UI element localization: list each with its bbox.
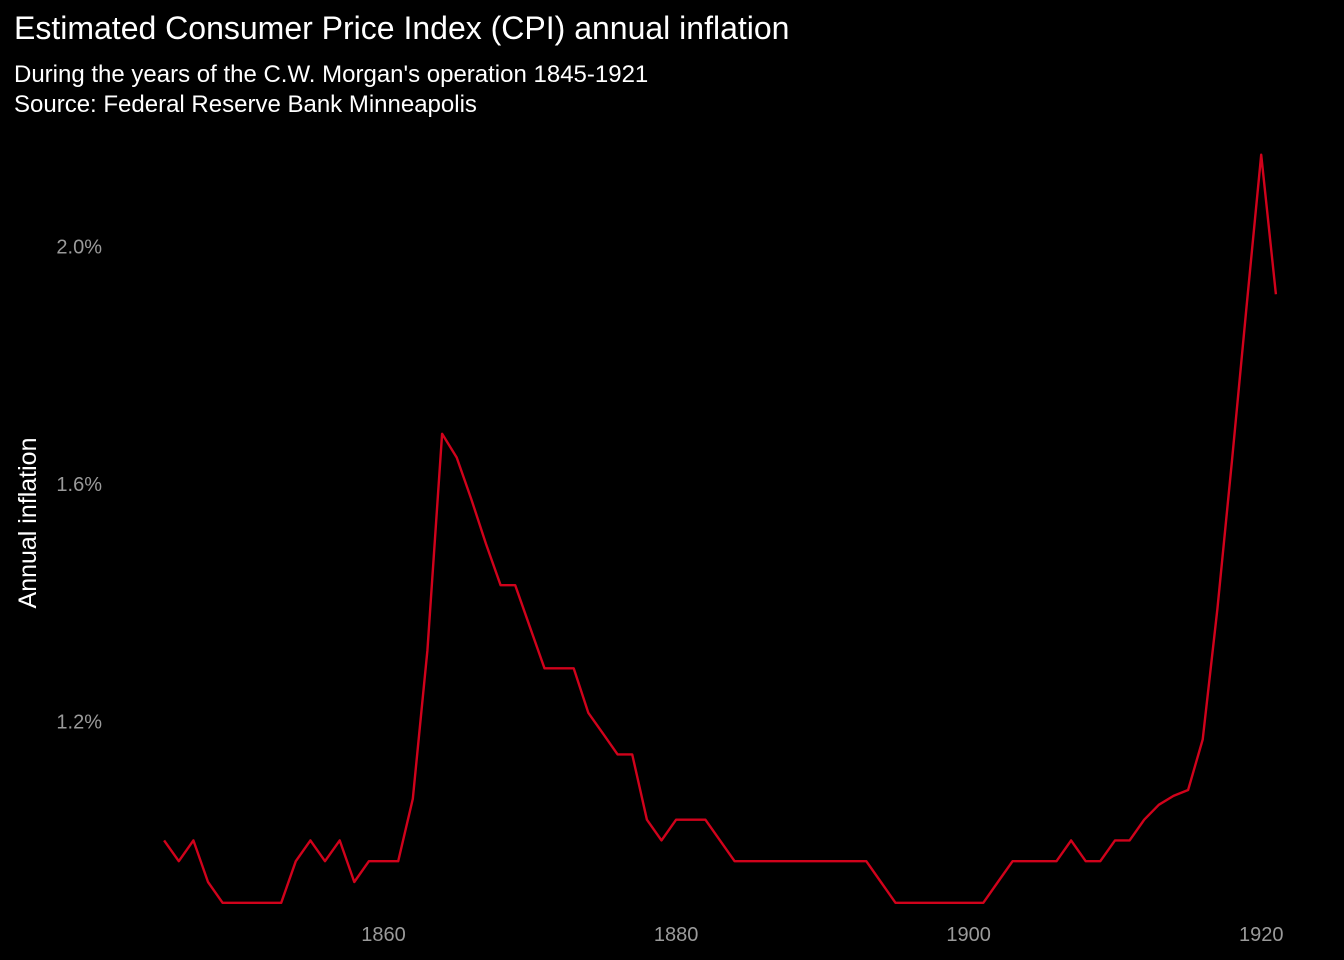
series-group	[163, 153, 1278, 904]
y-axis-title: Annual inflation	[14, 438, 42, 609]
chart-subtitle: During the years of the C.W. Morgan's op…	[14, 60, 648, 120]
x-tick-label: 1920	[1239, 924, 1284, 946]
y-tick-label: 1.6%	[56, 474, 102, 496]
chart-title: Estimated Consumer Price Index (CPI) ann…	[14, 10, 790, 46]
y-tick-label: 2.0%	[56, 237, 102, 259]
subtitle-line-source: Source: Federal Reserve Bank Minneapolis	[14, 91, 477, 118]
y-axis-ticks: 1.2% 1.6% 2.0%	[56, 237, 102, 734]
x-axis-ticks: 1860 1880 1900 1920	[361, 924, 1283, 946]
x-tick-label: 1860	[361, 924, 406, 946]
x-tick-label: 1880	[654, 924, 699, 946]
y-tick-label: 1.2%	[56, 712, 102, 734]
inflation-series-line	[163, 153, 1278, 904]
x-tick-label: 1900	[946, 924, 991, 946]
subtitle-line-period: During the years of the C.W. Morgan's op…	[14, 61, 649, 88]
